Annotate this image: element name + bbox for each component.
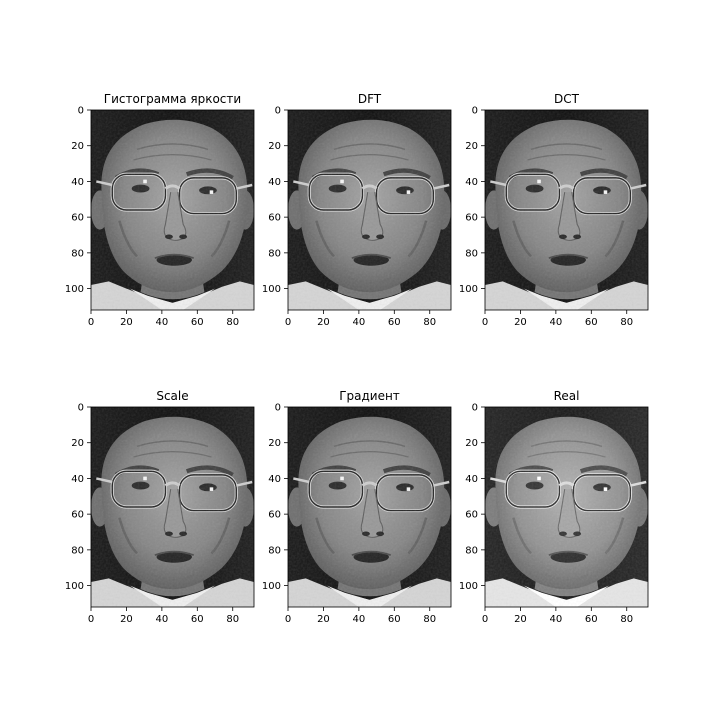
x-tick-label: 60 (388, 317, 401, 328)
x-tick-label: 80 (620, 614, 633, 625)
y-tick-label: 0 (472, 403, 478, 414)
subplot-title: DCT (554, 92, 580, 106)
x-tick-label: 0 (285, 614, 291, 625)
subplot-title: Гистограмма яркости (104, 92, 241, 106)
y-tick-label: 60 (71, 510, 84, 521)
y-tick-label: 40 (268, 474, 281, 485)
x-tick-label: 60 (191, 614, 204, 625)
y-tick-label: 100 (262, 581, 281, 592)
subplot-title: Scale (156, 389, 188, 403)
x-tick-label: 20 (514, 317, 527, 328)
y-tick-label: 80 (71, 248, 84, 259)
y-tick-label: 80 (268, 545, 281, 556)
axes-frame (287, 406, 452, 608)
x-tick-label: 40 (353, 614, 366, 625)
y-tick-label: 80 (268, 248, 281, 259)
face-image (485, 407, 648, 607)
face-image (288, 407, 451, 607)
axes-frame (484, 109, 649, 311)
y-tick-label: 100 (65, 284, 84, 295)
y-tick-label: 100 (459, 581, 478, 592)
y-tick-label: 0 (472, 106, 478, 117)
subplot-title: Градиент (339, 389, 400, 403)
x-tick-label: 80 (423, 317, 436, 328)
axes-frame (90, 109, 255, 311)
x-tick-label: 40 (353, 317, 366, 328)
y-tick-label: 40 (71, 177, 84, 188)
subplot: DFT 0 20 40 60 80 0 20 40 60 80 100 (262, 92, 451, 328)
y-tick-label: 100 (459, 284, 478, 295)
y-tick-label: 100 (262, 284, 281, 295)
y-tick-label: 40 (268, 177, 281, 188)
y-tick-label: 20 (465, 438, 478, 449)
x-tick-label: 40 (550, 317, 563, 328)
axes-frame (484, 406, 649, 608)
x-tick-label: 80 (423, 614, 436, 625)
x-tick-label: 60 (191, 317, 204, 328)
subplot: Scale 0 20 40 60 80 0 20 40 60 80 100 (65, 389, 254, 625)
y-tick-label: 20 (268, 438, 281, 449)
y-tick-label: 20 (71, 438, 84, 449)
y-tick-label: 80 (465, 545, 478, 556)
subplot: Гистограмма яркости 0 20 40 60 80 0 20 40 60 80 100 (65, 92, 254, 328)
subplot-title: DFT (358, 92, 382, 106)
x-tick-label: 20 (120, 614, 133, 625)
y-tick-label: 80 (465, 248, 478, 259)
y-tick-label: 20 (268, 141, 281, 152)
x-tick-label: 0 (285, 317, 291, 328)
axes-frame (90, 406, 255, 608)
x-tick-label: 40 (550, 614, 563, 625)
y-tick-label: 60 (71, 213, 84, 224)
y-tick-label: 0 (275, 403, 281, 414)
y-tick-label: 60 (465, 213, 478, 224)
x-tick-label: 20 (514, 614, 527, 625)
face-image (288, 110, 451, 310)
x-tick-label: 20 (317, 317, 330, 328)
y-tick-label: 60 (268, 213, 281, 224)
x-tick-label: 60 (585, 614, 598, 625)
y-tick-label: 40 (465, 474, 478, 485)
face-image (485, 110, 648, 310)
y-tick-label: 40 (71, 474, 84, 485)
x-tick-label: 80 (226, 317, 239, 328)
x-tick-label: 0 (88, 317, 94, 328)
y-tick-label: 80 (71, 545, 84, 556)
x-tick-label: 40 (156, 317, 169, 328)
x-tick-label: 0 (482, 614, 488, 625)
x-tick-label: 20 (120, 317, 133, 328)
y-tick-label: 0 (78, 106, 84, 117)
y-tick-label: 60 (268, 510, 281, 521)
subplot: Real 0 20 40 60 80 0 20 40 60 80 100 (459, 389, 648, 625)
axes-frame (287, 109, 452, 311)
x-tick-label: 40 (156, 614, 169, 625)
y-tick-label: 20 (71, 141, 84, 152)
x-tick-label: 0 (88, 614, 94, 625)
x-tick-label: 20 (317, 614, 330, 625)
subplot-title: Real (554, 389, 580, 403)
y-tick-label: 0 (78, 403, 84, 414)
y-tick-label: 60 (465, 510, 478, 521)
x-tick-label: 60 (585, 317, 598, 328)
x-tick-label: 80 (226, 614, 239, 625)
face-image (91, 407, 254, 607)
y-tick-label: 100 (65, 581, 84, 592)
x-tick-label: 80 (620, 317, 633, 328)
subplot: Градиент 0 20 40 60 80 0 20 40 60 80 100 (262, 389, 451, 625)
y-tick-label: 0 (275, 106, 281, 117)
x-tick-label: 0 (482, 317, 488, 328)
y-tick-label: 40 (465, 177, 478, 188)
face-image (91, 110, 254, 310)
subplot: DCT 0 20 40 60 80 0 20 40 60 80 100 (459, 92, 648, 328)
x-tick-label: 60 (388, 614, 401, 625)
y-tick-label: 20 (465, 141, 478, 152)
